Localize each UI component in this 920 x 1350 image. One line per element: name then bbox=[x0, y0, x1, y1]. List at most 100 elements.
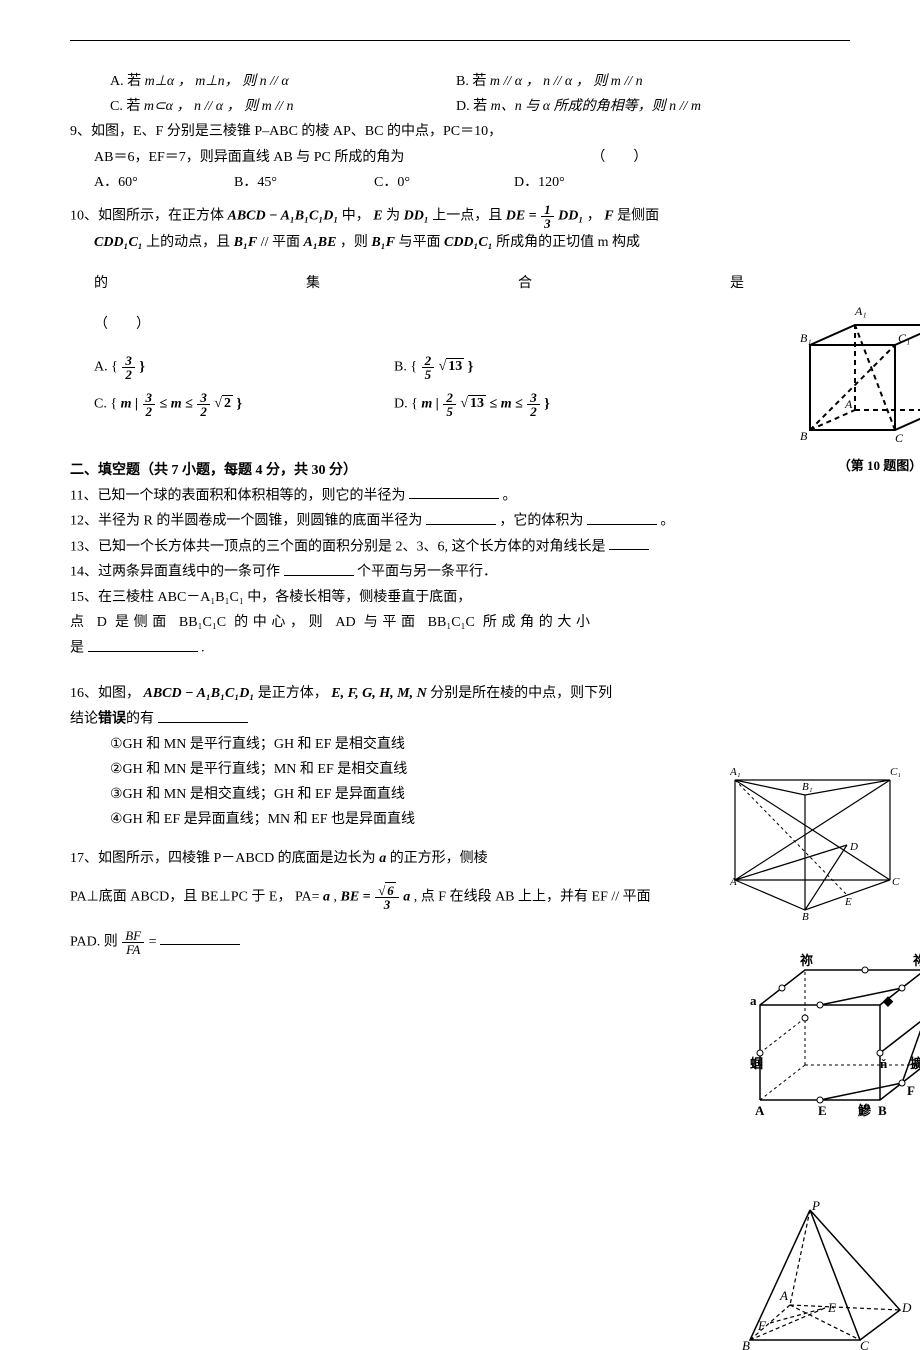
q15-blank bbox=[88, 635, 198, 651]
q15-l1: 15、在三棱柱 ABC－A₁B₁C₁ 中，各棱长相等，侧棱垂直于底面， bbox=[70, 585, 590, 610]
q10d-m: m | bbox=[421, 396, 442, 411]
q8a-math: m⊥α ， m⊥n， 则 n // α bbox=[145, 74, 289, 89]
svg10-A: A bbox=[844, 397, 853, 411]
q17-eq: = bbox=[149, 934, 160, 949]
svg15-C: C bbox=[892, 876, 900, 888]
q10a-c: } bbox=[139, 359, 145, 374]
svg17-F: F bbox=[757, 1318, 767, 1333]
cube-svg-16: A B E F Ǒ ň 擴 蝈 祢 祢₁ a ◆ 鰺 bbox=[750, 950, 920, 1120]
q10-l2d: 与平面 bbox=[398, 235, 444, 250]
q8-opt-d: D. 若 m、n 与 α 所成的角相等，则 n // m bbox=[456, 94, 701, 119]
q10-opt-c: C. { m | 32 ≤ m ≤ 32 √2 } bbox=[94, 391, 394, 418]
q10-E: E bbox=[373, 209, 382, 224]
q16-l2b: 的有 bbox=[126, 712, 154, 727]
q10-a1be: A₁BE bbox=[304, 235, 337, 250]
svg17-D: D bbox=[901, 1300, 912, 1315]
q10-cube: ABCD − A₁B₁C₁D₁ bbox=[228, 209, 339, 224]
q10-f13d: 3 bbox=[541, 217, 554, 230]
q17-fa: FA bbox=[122, 943, 144, 956]
q17-a3: a bbox=[403, 889, 410, 904]
q9-line1: 9、如图，E、F 分别是三棱锥 P–ABC 的棱 AP、BC 的中点，PC＝10… bbox=[70, 119, 850, 144]
q10b-l: B. { bbox=[394, 359, 417, 374]
svg15-D: D bbox=[849, 841, 858, 853]
q10a-n: 3 bbox=[122, 354, 135, 368]
svg17-P: P bbox=[811, 1200, 820, 1213]
svg15-A1: A₁ bbox=[730, 766, 741, 778]
q10d-l: D. { bbox=[394, 396, 418, 411]
q10-l1a: 10、如图所示，在正方体 bbox=[70, 209, 228, 224]
pyramid-svg-17: P A B C D E F bbox=[720, 1200, 920, 1350]
svg16-E: E bbox=[818, 1103, 827, 1118]
q9-opt-b: B．45° bbox=[234, 170, 374, 195]
q10-l1b: 中， bbox=[342, 209, 370, 224]
q8-opt-c: C. 若 m⊂α ， n // α ， 则 m // n bbox=[110, 94, 420, 119]
q14-b: 个平面与另一条平行． bbox=[357, 565, 497, 580]
svg17-C: C bbox=[860, 1338, 869, 1350]
q10d-r: 13 bbox=[468, 395, 486, 411]
q9: 9、如图，E、F 分别是三棱锥 P–ABC 的棱 AP、BC 的中点，PC＝10… bbox=[70, 119, 850, 195]
q17-l2a: PA⊥底面 ABCD，且 BE⊥PC 于 E， PA= bbox=[70, 889, 323, 904]
q10-opt-b: B. { 25 √13 } bbox=[394, 354, 473, 381]
q10-l1f: 是侧面 bbox=[617, 209, 659, 224]
q17-blank bbox=[160, 929, 240, 945]
q15-l3a: 是 bbox=[70, 641, 84, 656]
svg17-A: A bbox=[779, 1288, 788, 1303]
q10-figure: A₁ B₁ D₁ C₁ A B D C （第 10 题图） bbox=[800, 300, 920, 477]
svg16-F: F bbox=[907, 1083, 915, 1098]
page-container: A. 若 m⊥α ， m⊥n， 则 n // α B. 若 m // α ， n… bbox=[0, 0, 920, 996]
svg10-A1: A₁ bbox=[854, 304, 867, 318]
q15-figure: A₁ B₁ C₁ A B C D E bbox=[730, 760, 900, 920]
svg10-C: C bbox=[895, 431, 904, 445]
q10d-d2: 2 bbox=[527, 405, 540, 418]
q9-line2row: AB＝6，EF＝7，则异面直线 AB 与 PC 所成的角为 （ ） bbox=[70, 145, 850, 170]
svg15-B1: B₁ bbox=[802, 781, 813, 793]
q12-b: ，它的体积为 bbox=[499, 514, 583, 529]
q16-figure: A B E F Ǒ ň 擴 蝈 祢 祢₁ a ◆ 鰺 bbox=[750, 950, 920, 1120]
svg17-B: B bbox=[742, 1338, 750, 1350]
q17-a: a bbox=[379, 851, 386, 866]
q12-c: 。 bbox=[660, 514, 674, 529]
q10-l1c: 为 bbox=[386, 209, 404, 224]
q17-BE: BE = bbox=[340, 889, 374, 904]
q14: 14、过两条异面直线中的一条可作 个平面与另一条平行． bbox=[70, 559, 850, 585]
q12: 12、半径为 R 的半圆卷成一个圆锥，则圆锥的底面半径为 ，它的体积为 。 bbox=[70, 508, 850, 534]
q10-f13n: 1 bbox=[541, 203, 554, 217]
q9-opt-d: D．120° bbox=[514, 170, 565, 195]
svg16-D1: ◆ bbox=[882, 993, 894, 1008]
q10-l3c: 合 bbox=[518, 271, 532, 296]
q10-DEeq: DE = bbox=[506, 209, 540, 224]
q16-s1: ①GH 和 MN 是平行直线；GH 和 EF 是相交直线 bbox=[110, 732, 850, 757]
q10: 10、如图所示，在正方体 ABCD − A₁B₁C₁D₁ 中， E 为 DD₁ … bbox=[70, 203, 850, 418]
q10-line1: 10、如图所示，在正方体 ABCD − A₁B₁C₁D₁ 中， E 为 DD₁ … bbox=[70, 203, 850, 230]
q8c-pre: C. 若 bbox=[110, 99, 144, 114]
svg10-C1: C₁ bbox=[898, 331, 910, 345]
q10-l3d: 是 bbox=[730, 271, 744, 296]
q10a-l: A. { bbox=[94, 359, 118, 374]
q8-opt-b: B. 若 m // α ， n // α ， 则 m // n bbox=[456, 69, 643, 94]
q16-la: 16、如图， bbox=[70, 686, 144, 701]
q16-lc: 分别是所在棱的中点，则下列 bbox=[430, 686, 612, 701]
q10-DD1b: DD₁ bbox=[558, 209, 583, 224]
svg10-B: B bbox=[800, 429, 808, 443]
q10-b1f: B₁F bbox=[234, 235, 258, 250]
q10c-c: } bbox=[237, 396, 243, 411]
q17-figure: P A B C D E F bbox=[720, 1200, 920, 1350]
q11-a: 11、已知一个球的表面积和体积相等的，则它的半径为 bbox=[70, 488, 405, 503]
q10b-r: 13 bbox=[446, 358, 464, 374]
q17-l3a: PAD. 则 bbox=[70, 934, 121, 949]
q17-ben: 6 bbox=[385, 882, 396, 898]
q16-cube: ABCD − A₁B₁C₁D₁ bbox=[144, 686, 255, 701]
q15-dot: . bbox=[201, 641, 205, 656]
section-2-head: 二、填空题（共 7 小题，每题 4 分，共 30 分） bbox=[70, 458, 850, 483]
q15: 15、在三棱柱 ABC－A₁B₁C₁ 中，各棱长相等，侧棱垂直于底面， 点 D … bbox=[70, 585, 590, 661]
q10-opt-d: D. { m | 25 √13 ≤ m ≤ 32 } bbox=[394, 391, 550, 418]
q8d-pre: D. 若 bbox=[456, 99, 491, 114]
q9-options: A．60° B．45° C．0° D．120° bbox=[70, 170, 850, 195]
q8a-pre: A. 若 bbox=[110, 74, 145, 89]
svg16-B1: a bbox=[750, 993, 757, 1008]
q10-l3b: 集 bbox=[306, 271, 320, 296]
prism-svg-15: A₁ B₁ C₁ A B C D E bbox=[730, 760, 900, 920]
q14-blank bbox=[284, 559, 354, 575]
q10d-le: ≤ m ≤ bbox=[490, 396, 527, 411]
svg16-sm: 鰺 bbox=[858, 1103, 872, 1118]
